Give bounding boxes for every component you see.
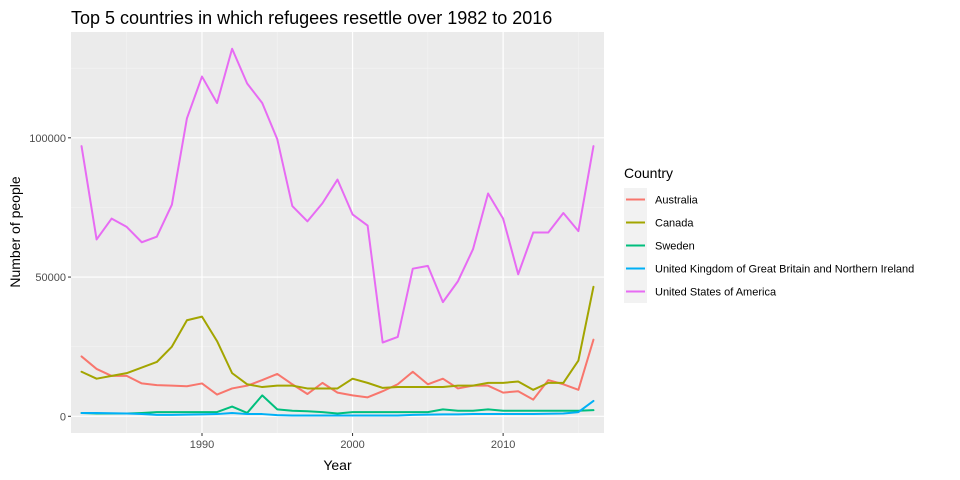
grid-minor [71,32,604,433]
series-line-0 [80,338,595,401]
x-tick-label: 2000 [340,439,364,451]
y-tick-label: 100000 [29,133,66,145]
x-axis-title: Year [323,457,352,473]
chart-title: Top 5 countries in which refugees resett… [71,8,552,28]
grid-major [71,32,604,433]
y-tick-label: 0 [60,411,66,423]
legend-item: Australia [624,188,699,211]
series-line-1 [80,285,595,391]
x-tick-label: 2010 [491,439,515,451]
legend-label: Sweden [655,241,695,253]
legend-item: United Kingdom of Great Britain and Nort… [624,257,914,280]
x-tick-labels: 1990 2000 2010 [190,439,516,451]
y-tick-label: 50000 [35,272,66,284]
y-axis-title: Number of people [7,176,23,288]
legend: Country Australia Canada Sweden United King… [624,165,914,303]
x-tick-label: 1990 [190,439,214,451]
legend-item: Canada [624,211,694,234]
legend-item: Sweden [624,234,695,257]
series-lines [80,47,595,417]
legend-label: United Kingdom of Great Britain and Nort… [655,264,914,276]
y-tick-labels: 0 50000 100000 [29,133,66,423]
axis-ticks [68,137,504,436]
legend-label: United States of America [655,287,777,299]
legend-label: Canada [655,218,694,230]
legend-label: Australia [655,195,699,207]
legend-title: Country [624,165,673,181]
series-line-4 [80,47,595,344]
plot-panel [71,32,604,433]
series-line-3 [80,399,595,417]
legend-item: United States of America [624,280,777,303]
series-line-2 [80,394,595,415]
